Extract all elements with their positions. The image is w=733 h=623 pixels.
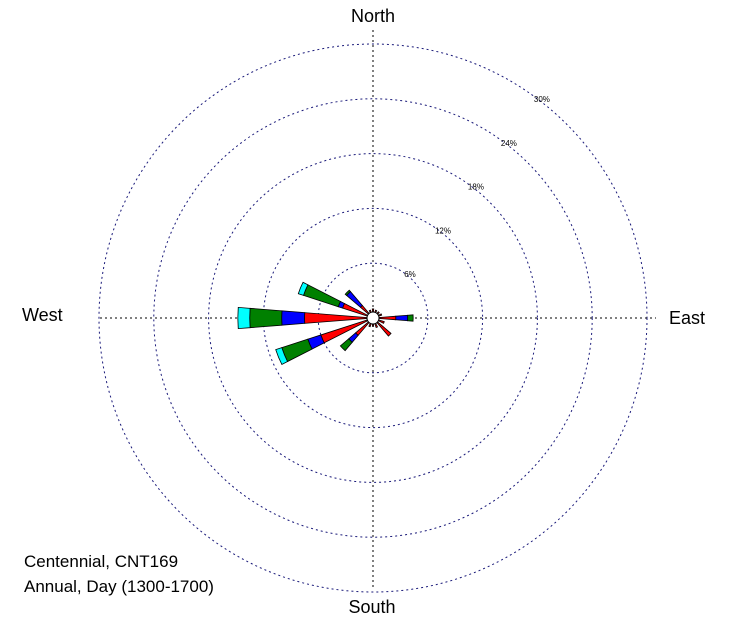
ring-labels-group: 6% 12% 18% 24% 30% — [404, 95, 550, 279]
petal-90 — [378, 314, 414, 322]
petal-90-segment-3 — [407, 314, 414, 322]
caption-station: Centennial, CNT169 — [24, 552, 179, 571]
petal-270-segment-4 — [237, 306, 251, 330]
petal-247.5 — [275, 319, 369, 365]
ring-label-18: 18% — [468, 183, 484, 192]
ring-label-24: 24% — [501, 139, 517, 148]
petal-292.5 — [297, 281, 369, 317]
petal-270-segment-1 — [304, 312, 368, 324]
west-label: West — [22, 305, 63, 325]
petal-315 — [344, 289, 371, 316]
calm-circle — [366, 311, 380, 325]
petal-292.5-segment-3 — [303, 284, 341, 308]
petal-90-segment-2 — [395, 314, 409, 322]
petal-270 — [237, 306, 368, 330]
petal-247.5-segment-4 — [275, 347, 289, 365]
ring-label-6: 6% — [404, 270, 416, 279]
petal-270-segment-3 — [249, 307, 283, 329]
petals-group — [237, 281, 414, 365]
petal-315-segment-2 — [346, 291, 363, 308]
east-label: East — [669, 308, 705, 328]
ring-24 — [153, 98, 593, 538]
petal-90-segment-1 — [378, 315, 397, 321]
petal-225-segment-3 — [339, 338, 353, 352]
petal-292.5-segment-4 — [297, 281, 309, 296]
petal-315-segment-3 — [344, 289, 352, 297]
ring-label-30: 30% — [534, 95, 550, 104]
caption-period: Annual, Day (1300-1700) — [24, 577, 214, 596]
petal-270-segment-2 — [281, 310, 306, 326]
north-label: North — [351, 6, 395, 26]
south-label: South — [348, 597, 395, 617]
ring-18 — [208, 153, 538, 483]
ring-label-12: 12% — [435, 226, 451, 235]
ring-12 — [262, 207, 484, 429]
